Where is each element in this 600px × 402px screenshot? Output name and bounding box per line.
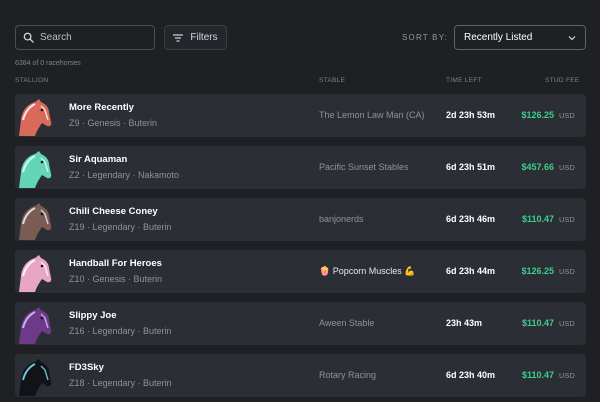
time-left: 6d 23h 46m	[446, 214, 496, 224]
time-left: 23h 43m	[446, 318, 483, 328]
column-header-stud-fee[interactable]: STUD FEE	[545, 77, 580, 84]
horse-avatar-icon	[19, 99, 52, 136]
horse-name[interactable]: FD3Sky	[69, 362, 104, 373]
horse-name[interactable]: Chili Cheese Coney	[69, 206, 158, 217]
currency-label: USD	[559, 111, 575, 120]
horse-avatar-icon	[19, 255, 52, 292]
currency-label: USD	[559, 267, 575, 276]
horse-row[interactable]: FD3Sky Z18 · Legendary · Buterin Rotary …	[15, 354, 586, 397]
column-header-time-left[interactable]: TIME LEFT	[446, 77, 482, 84]
horse-details: Z18 · Legendary · Buterin	[69, 378, 172, 388]
stable-name[interactable]: Aween Stable	[319, 318, 375, 328]
horse-name[interactable]: More Recently	[69, 102, 134, 113]
chevron-down-icon	[568, 36, 576, 41]
stable-name[interactable]: Pacific Sunset Stables	[319, 162, 409, 172]
horse-details: Z2 · Legendary · Nakamoto	[69, 170, 180, 180]
time-left: 2d 23h 53m	[446, 110, 496, 120]
stud-fee: $457.66	[521, 162, 554, 172]
search-input[interactable]	[40, 32, 150, 43]
filters-label: Filters	[190, 32, 218, 43]
stud-fee: $110.47	[521, 318, 554, 328]
filters-button[interactable]: Filters	[164, 25, 227, 50]
currency-label: USD	[559, 319, 575, 328]
horse-row[interactable]: Chili Cheese Coney Z19 · Legendary · But…	[15, 198, 586, 241]
toolbar: Filters SORT BY: Recently Listed	[15, 25, 586, 50]
search-icon	[23, 32, 34, 43]
filter-icon	[173, 33, 184, 42]
sort-dropdown[interactable]: Recently Listed	[454, 25, 586, 50]
horse-row[interactable]: Handball For Heroes Z10 · Genesis · Bute…	[15, 250, 586, 293]
horse-avatar-icon	[19, 151, 52, 188]
sort-selected-value: Recently Listed	[464, 32, 533, 43]
horse-details: Z19 · Legendary · Buterin	[69, 222, 172, 232]
stud-fee: $126.25	[521, 110, 554, 120]
stable-name[interactable]: 🍿 Popcorn Muscles 💪	[319, 266, 416, 276]
stud-fee: $126.25	[521, 266, 554, 276]
horse-avatar-icon	[19, 359, 52, 396]
stable-name[interactable]: The Lemon Law Man (CA)	[319, 110, 425, 120]
horse-details: Z9 · Genesis · Buterin	[69, 118, 158, 128]
sort-by-label: SORT BY:	[402, 33, 449, 42]
currency-label: USD	[559, 163, 575, 172]
time-left: 6d 23h 40m	[446, 370, 496, 380]
horse-avatar-icon	[19, 203, 52, 240]
horse-row[interactable]: More Recently Z9 · Genesis · Buterin The…	[15, 94, 586, 137]
time-left: 6d 23h 44m	[446, 266, 496, 276]
column-header-stable[interactable]: STABLE	[319, 77, 346, 84]
horse-row[interactable]: Sir Aquaman Z2 · Legendary · Nakamoto Pa…	[15, 146, 586, 189]
horse-details: Z16 · Legendary · Buterin	[69, 326, 172, 336]
horse-name[interactable]: Sir Aquaman	[69, 154, 128, 165]
horse-row[interactable]: Slippy Joe Z16 · Legendary · Buterin Awe…	[15, 302, 586, 345]
time-left: 6d 23h 51m	[446, 162, 496, 172]
horse-avatar-icon	[19, 307, 52, 344]
horse-name[interactable]: Handball For Heroes	[69, 258, 162, 269]
stud-fee: $110.47	[521, 214, 554, 224]
horse-details: Z10 · Genesis · Buterin	[69, 274, 163, 284]
horse-name[interactable]: Slippy Joe	[69, 310, 117, 321]
stable-name[interactable]: Rotary Racing	[319, 370, 377, 380]
stud-fee: $110.47	[521, 370, 554, 380]
results-count: 6384 of 0 racehorses	[15, 60, 81, 67]
search-box[interactable]	[15, 25, 155, 50]
stable-name[interactable]: banjonerds	[319, 214, 364, 224]
column-header-stallion[interactable]: STALLION	[15, 77, 49, 84]
currency-label: USD	[559, 371, 575, 380]
currency-label: USD	[559, 215, 575, 224]
